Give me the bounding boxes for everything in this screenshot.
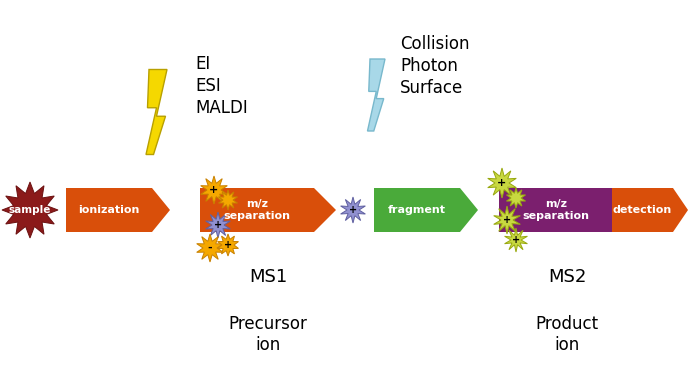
Text: EI: EI [195, 55, 210, 73]
Text: Surface: Surface [400, 79, 463, 97]
Polygon shape [499, 188, 635, 232]
Text: +: + [209, 185, 218, 195]
Text: Collision: Collision [400, 35, 469, 53]
Text: Product
ion: Product ion [535, 315, 599, 354]
Polygon shape [612, 188, 688, 232]
Polygon shape [374, 188, 478, 232]
Polygon shape [218, 234, 238, 256]
Text: MALDI: MALDI [195, 99, 248, 117]
Text: +: + [512, 235, 520, 245]
Text: +: + [224, 240, 232, 250]
Polygon shape [2, 182, 58, 238]
Polygon shape [340, 197, 365, 223]
Text: MS1: MS1 [249, 268, 287, 286]
Polygon shape [66, 188, 170, 232]
Polygon shape [494, 206, 520, 234]
Polygon shape [200, 176, 227, 204]
Polygon shape [367, 59, 385, 131]
Text: fragment: fragment [388, 205, 446, 215]
Polygon shape [205, 212, 230, 238]
Text: sample: sample [9, 205, 51, 215]
Text: +: + [497, 178, 506, 188]
Text: detection: detection [613, 205, 672, 215]
Polygon shape [504, 228, 527, 252]
Text: +: + [214, 220, 222, 230]
Polygon shape [506, 188, 526, 208]
Text: m/z
separation: m/z separation [223, 199, 291, 221]
Polygon shape [196, 234, 223, 262]
Polygon shape [200, 188, 336, 232]
Text: MS2: MS2 [548, 268, 586, 286]
Text: Photon: Photon [400, 57, 458, 75]
Polygon shape [488, 168, 516, 198]
Text: +: + [503, 215, 511, 225]
Text: m/z
separation: m/z separation [522, 199, 590, 221]
Polygon shape [146, 70, 167, 154]
Polygon shape [218, 190, 238, 210]
Text: ESI: ESI [195, 77, 220, 95]
Text: ionization: ionization [79, 205, 140, 215]
Text: -: - [207, 243, 212, 253]
Text: +: + [349, 205, 357, 215]
Text: Precursor
ion: Precursor ion [229, 315, 307, 354]
